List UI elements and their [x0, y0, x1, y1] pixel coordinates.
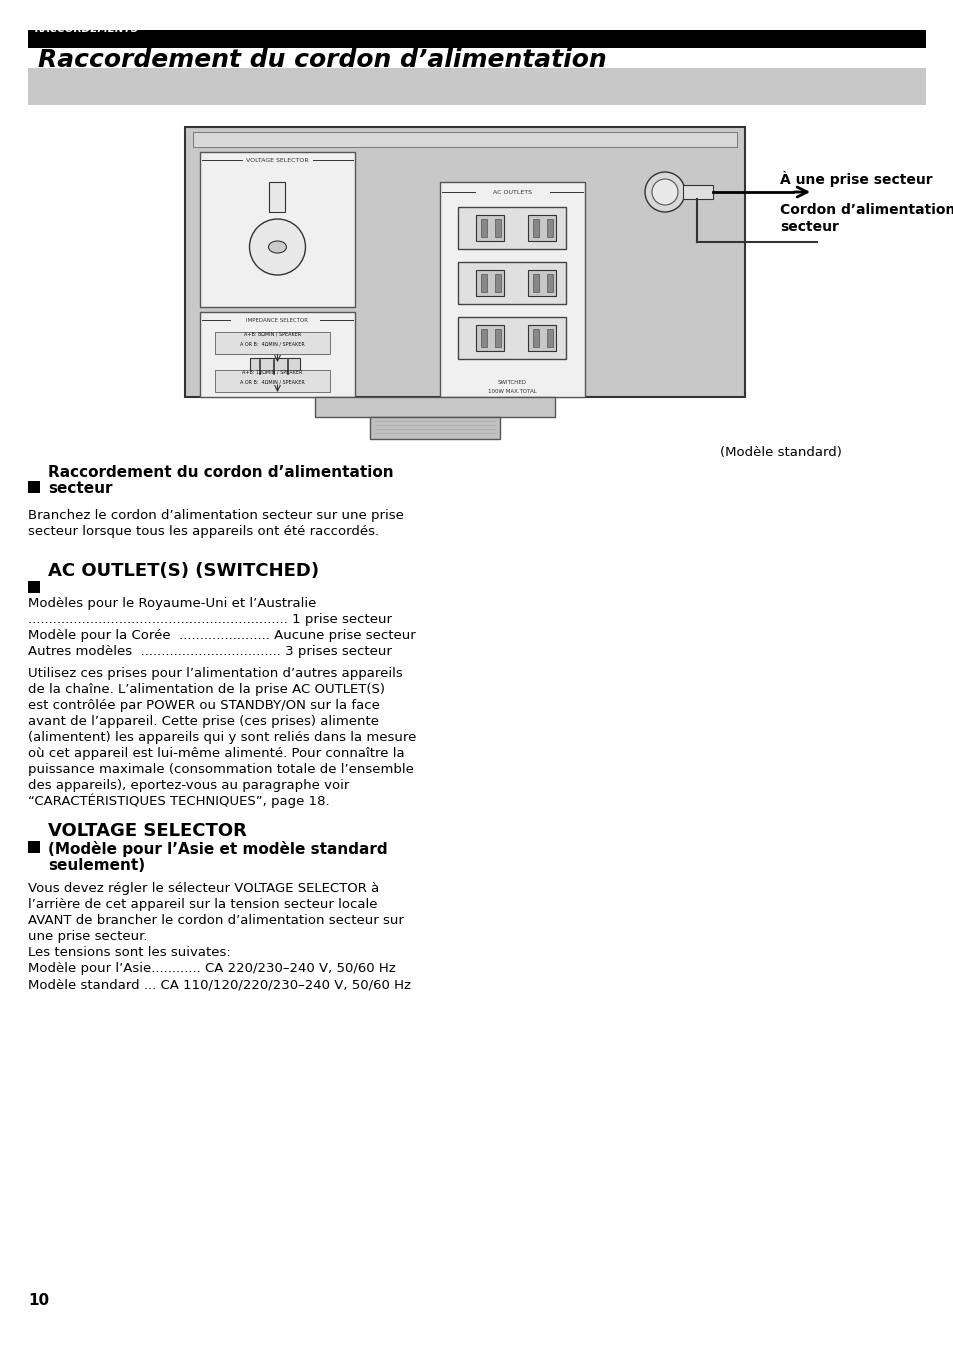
Bar: [480, 329, 486, 346]
Bar: [214, 369, 330, 392]
Bar: [480, 218, 486, 237]
Text: IMPEDANCE SELECTOR: IMPEDANCE SELECTOR: [246, 318, 308, 324]
Text: A OR B:  4ΩMIN / SPEAKER: A OR B: 4ΩMIN / SPEAKER: [240, 379, 305, 384]
Bar: [546, 218, 553, 237]
Bar: [476, 214, 503, 241]
Text: où cet appareil est lui-même alimenté. Pour connaître la: où cet appareil est lui-même alimenté. P…: [28, 747, 404, 760]
Bar: [527, 325, 556, 350]
Text: (alimentent) les appareils qui y sont reliés dans la mesure: (alimentent) les appareils qui y sont re…: [28, 731, 416, 744]
Text: 10: 10: [28, 1293, 49, 1308]
Text: AC OUTLET(S) (SWITCHED): AC OUTLET(S) (SWITCHED): [48, 562, 319, 580]
Text: AC OUTLETS: AC OUTLETS: [493, 190, 532, 195]
Text: secteur: secteur: [48, 481, 112, 496]
Text: “CARACTÉRISTIQUES TECHNIQUES”, page 18.: “CARACTÉRISTIQUES TECHNIQUES”, page 18.: [28, 794, 330, 807]
Bar: [533, 274, 538, 293]
Text: 100W MAX.TOTAL: 100W MAX.TOTAL: [488, 390, 537, 394]
Bar: [200, 152, 355, 307]
Text: Modèles pour le Royaume-Uni et l’Australie: Modèles pour le Royaume-Uni et l’Austral…: [28, 597, 316, 611]
Bar: [439, 182, 584, 398]
Circle shape: [651, 179, 678, 205]
Bar: [200, 311, 355, 398]
Text: avant de l’appareil. Cette prise (ces prises) alimente: avant de l’appareil. Cette prise (ces pr…: [28, 714, 378, 728]
Text: RACCORDEMENTS: RACCORDEMENTS: [35, 24, 139, 34]
Bar: [527, 214, 556, 241]
Text: Modèle standard ... CA 110/120/220/230–240 V, 50/60 Hz: Modèle standard ... CA 110/120/220/230–2…: [28, 979, 411, 991]
Bar: [28, 67, 925, 105]
Text: (Modèle pour l’Asie et modèle standard: (Modèle pour l’Asie et modèle standard: [48, 841, 387, 857]
Bar: [476, 325, 503, 350]
Bar: [546, 274, 553, 293]
Text: de la chaîne. L’alimentation de la prise AC OUTLET(S): de la chaîne. L’alimentation de la prise…: [28, 683, 385, 696]
Text: Branchez le cordon d’alimentation secteur sur une prise: Branchez le cordon d’alimentation secteu…: [28, 510, 403, 522]
Text: Cordon d’alimentation
secteur: Cordon d’alimentation secteur: [780, 202, 953, 235]
Text: Autres modèles  .................................. 3 prises secteur: Autres modèles .........................…: [28, 644, 392, 658]
Bar: [495, 329, 500, 346]
Bar: [28, 841, 40, 853]
Bar: [546, 329, 553, 346]
Text: A+B: 12ΩMIN / SPEAKER: A+B: 12ΩMIN / SPEAKER: [242, 369, 302, 375]
Text: Les tensions sont les suivates:: Les tensions sont les suivates:: [28, 946, 231, 958]
Bar: [476, 270, 503, 297]
Text: AVANT de brancher le cordon d’alimentation secteur sur: AVANT de brancher le cordon d’alimentati…: [28, 914, 403, 927]
Bar: [527, 270, 556, 297]
Text: VOLTAGE SELECTOR: VOLTAGE SELECTOR: [48, 822, 247, 840]
Circle shape: [644, 173, 684, 212]
Circle shape: [250, 218, 305, 275]
Text: Raccordement du cordon d’alimentation: Raccordement du cordon d’alimentation: [48, 465, 394, 480]
Text: puissance maximale (consommation totale de l’ensemble: puissance maximale (consommation totale …: [28, 763, 414, 776]
Bar: [214, 332, 330, 355]
Text: Modèle pour la Corée  ...................... Aucune prise secteur: Modèle pour la Corée ...................…: [28, 630, 416, 642]
Text: Raccordement du cordon d’alimentation: Raccordement du cordon d’alimentation: [38, 49, 606, 71]
Text: A+B: 8ΩMIN / SPEAKER: A+B: 8ΩMIN / SPEAKER: [244, 332, 301, 337]
Bar: [533, 218, 538, 237]
Bar: [28, 581, 40, 593]
Bar: [480, 274, 486, 293]
Text: (Modèle standard): (Modèle standard): [720, 446, 841, 460]
Text: secteur lorsque tous les appareils ont été raccordés.: secteur lorsque tous les appareils ont é…: [28, 524, 378, 538]
Bar: [495, 218, 500, 237]
Bar: [533, 329, 538, 346]
Bar: [457, 317, 565, 359]
Text: Vous devez régler le sélecteur VOLTAGE SELECTOR à: Vous devez régler le sélecteur VOLTAGE S…: [28, 882, 379, 895]
Text: ............................................................... 1 prise secteur: ........................................…: [28, 613, 392, 625]
Text: Utilisez ces prises pour l’alimentation d’autres appareils: Utilisez ces prises pour l’alimentation …: [28, 667, 402, 679]
Text: l’arrière de cet appareil sur la tension secteur locale: l’arrière de cet appareil sur la tension…: [28, 898, 377, 911]
Bar: [682, 185, 712, 200]
Bar: [185, 127, 744, 398]
Text: seulement): seulement): [48, 857, 145, 874]
Text: SWITCHED: SWITCHED: [497, 380, 526, 386]
Text: Modèle pour l’Asie............ CA 220/230–240 V, 50/60 Hz: Modèle pour l’Asie............ CA 220/23…: [28, 962, 395, 975]
Bar: [457, 262, 565, 305]
Bar: [28, 481, 40, 493]
Bar: [457, 208, 565, 249]
Bar: [193, 132, 737, 147]
Bar: [250, 359, 299, 376]
Text: est contrôlée par POWER ou STANDBY/ON sur la face: est contrôlée par POWER ou STANDBY/ON su…: [28, 700, 379, 712]
Bar: [314, 398, 555, 417]
Text: VOLTAGE SELECTOR: VOLTAGE SELECTOR: [246, 158, 309, 163]
Text: A OR B:  4ΩMIN / SPEAKER: A OR B: 4ΩMIN / SPEAKER: [240, 341, 305, 346]
Text: des appareils), eportez-vous au paragraphe voir: des appareils), eportez-vous au paragrap…: [28, 779, 349, 793]
Text: À une prise secteur: À une prise secteur: [780, 171, 932, 187]
Bar: [370, 417, 499, 439]
Bar: [495, 274, 500, 293]
Text: une prise secteur.: une prise secteur.: [28, 930, 148, 944]
Bar: [269, 182, 285, 212]
Ellipse shape: [268, 241, 286, 253]
Bar: [28, 30, 925, 49]
